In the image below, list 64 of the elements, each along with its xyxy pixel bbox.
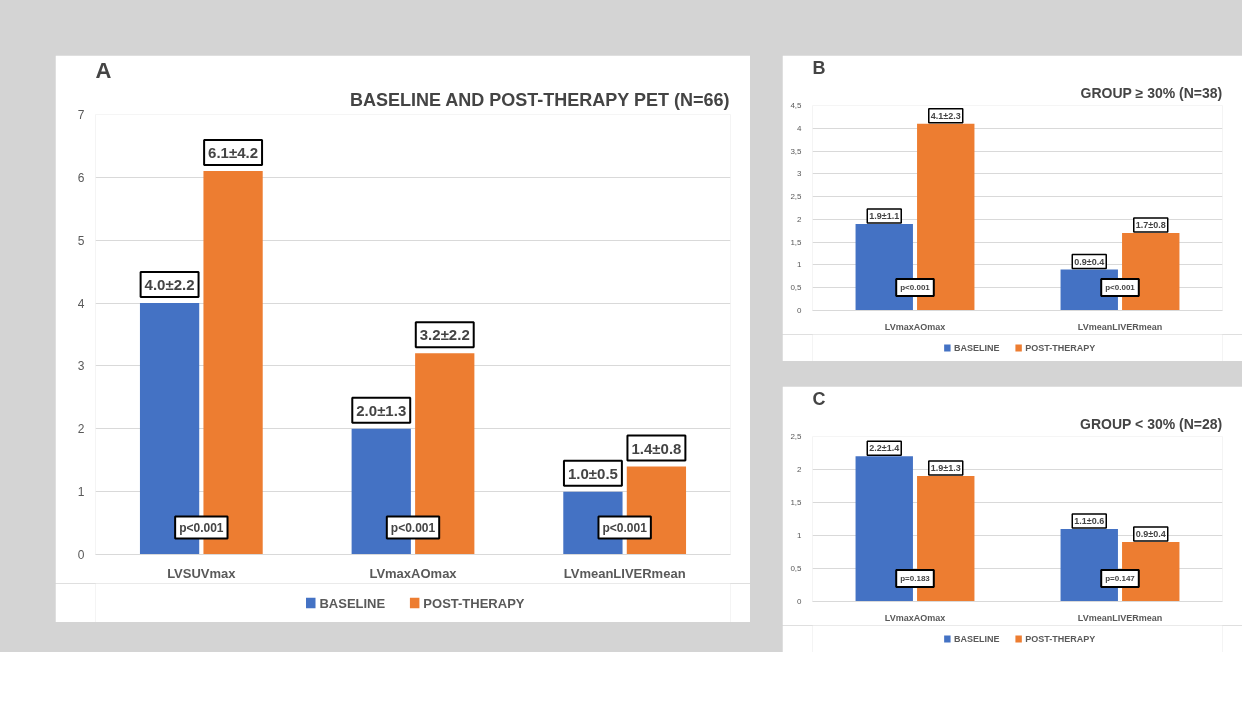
legend-label: POST-THERAPY [1025, 634, 1096, 644]
y-tick-label: 0,5 [790, 283, 803, 293]
chart-title: GROUP < 30% (N=28) [1080, 415, 1223, 432]
data-label: 6.1±4.2 [208, 144, 259, 162]
chart-title: GROUP ≥ 30% (N=38) [1080, 84, 1223, 101]
x-tick-label: LVmaxAOmax [369, 565, 458, 581]
x-tick-label: LVmaxAOmax [884, 321, 946, 332]
y-tick-label: 2 [797, 214, 803, 224]
y-tick-label: 1 [77, 485, 85, 500]
data-label: 3.2±2.2 [419, 326, 470, 344]
data-label: 2.0±1.3 [356, 401, 407, 419]
y-tick-label: 3 [797, 169, 803, 179]
legend-label: POST-THERAPY [423, 595, 525, 611]
y-tick-label: 6 [77, 170, 85, 185]
y-tick-label: 4 [797, 123, 803, 133]
y-tick-label: 2,5 [790, 432, 803, 441]
legend-label: POST-THERAPY [1025, 343, 1096, 353]
y-tick-label: 0 [797, 306, 803, 315]
legend-label: BASELINE [319, 595, 386, 611]
data-label: 4.0±2.2 [144, 276, 195, 294]
annotation: p<0.001 [179, 520, 224, 535]
legend-label: BASELINE [954, 343, 1000, 353]
y-tick-label: 1 [797, 260, 803, 270]
annotation: p=0.147 [1105, 574, 1136, 583]
text: C [812, 388, 826, 409]
text: A [95, 57, 112, 83]
y-tick-label: 3 [77, 359, 85, 374]
y-tick-label: 0 [77, 548, 85, 562]
y-tick-label: 1 [797, 531, 803, 540]
annotation: p<0.001 [900, 283, 931, 292]
data-label: 4.1±2.3 [930, 110, 961, 121]
x-tick-label: LVmeanLIVERmean [1077, 321, 1163, 332]
annotation: p<0.001 [390, 520, 436, 535]
data-label: 0.9±0.4 [1074, 256, 1105, 267]
data-label: 1.1±0.6 [1074, 515, 1105, 526]
chart-title: BASELINE AND POST-THERAPY PET (N=66) [349, 89, 730, 110]
y-tick-label: 1,5 [790, 498, 803, 507]
y-tick-label: 0 [797, 597, 803, 606]
data-label: 1.4±0.8 [631, 439, 682, 457]
y-tick-label: 2 [797, 465, 803, 474]
annotation: p<0.001 [1105, 283, 1136, 292]
data-label: 1.7±0.8 [1135, 220, 1166, 231]
y-tick-label: 2,5 [790, 192, 803, 202]
x-tick-label: LVmaxAOmax [884, 612, 946, 623]
data-label: 2.2±1.4 [869, 443, 900, 454]
text: B [812, 57, 826, 78]
annotation: p<0.001 [602, 520, 648, 535]
y-tick-label: 3,5 [790, 146, 803, 156]
x-tick-label: LVSUVmax [167, 565, 237, 581]
data-label: 1.0±0.5 [567, 464, 618, 482]
x-tick-label: LVmeanLIVERmean [563, 565, 686, 581]
y-tick-label: 0,5 [790, 564, 803, 573]
data-label: 1.9±1.1 [869, 210, 900, 221]
y-tick-label: 7 [77, 108, 85, 122]
y-tick-label: 4 [77, 296, 85, 311]
x-tick-label: LVmeanLIVERmean [1077, 612, 1163, 623]
data-label: 0.9±0.4 [1135, 529, 1166, 540]
y-tick-label: 4,5 [790, 101, 803, 110]
data-label: 1.9±1.3 [930, 463, 961, 474]
y-tick-label: 1,5 [790, 237, 803, 247]
legend-label: BASELINE [954, 634, 1000, 644]
y-tick-label: 5 [77, 233, 85, 248]
y-tick-label: 2 [77, 422, 85, 437]
annotation: p=0.183 [900, 574, 931, 583]
